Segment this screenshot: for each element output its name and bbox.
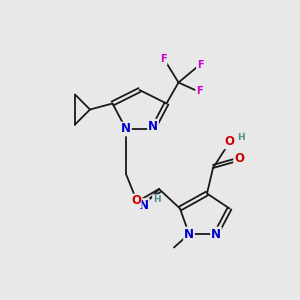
Text: H: H <box>153 195 160 204</box>
Text: N: N <box>139 199 149 212</box>
Text: N: N <box>121 122 131 136</box>
Text: O: O <box>234 152 244 165</box>
Text: N: N <box>148 119 158 133</box>
Text: O: O <box>224 135 235 148</box>
Text: N: N <box>211 227 221 241</box>
Text: F: F <box>160 54 167 64</box>
Text: O: O <box>131 194 141 208</box>
Text: H: H <box>237 133 245 142</box>
Text: F: F <box>197 59 203 70</box>
Text: F: F <box>196 86 203 97</box>
Text: N: N <box>184 227 194 241</box>
